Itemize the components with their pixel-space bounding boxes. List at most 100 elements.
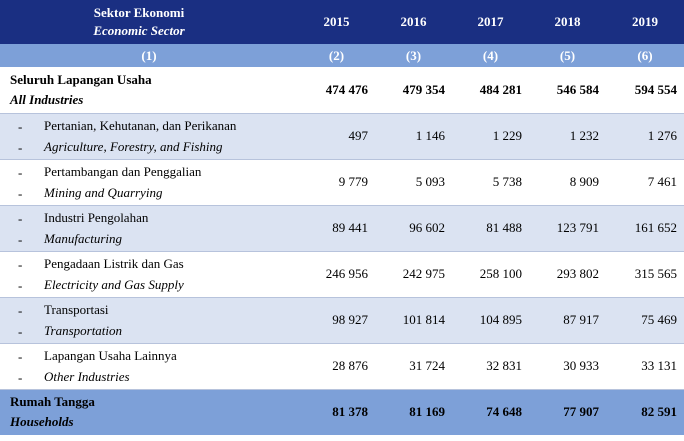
dash-marker: -	[18, 256, 23, 272]
table-cell: 246 956	[325, 266, 368, 281]
row-label-en: Mining and Quarrying	[44, 185, 163, 200]
dash-marker: -	[18, 210, 23, 226]
row-label-en: Transportation	[44, 323, 123, 338]
table-cell: 81 169	[409, 404, 445, 420]
sector-column-header: Sektor Ekonomi Economic Sector	[0, 0, 298, 44]
table-cell: 77 907	[563, 404, 599, 420]
table-cell: 161 652	[634, 220, 677, 235]
table-row-other-industries: - - Lapangan Usaha Lainnya Other Industr…	[0, 343, 684, 389]
sector-header-en: Economic Sector	[93, 23, 185, 38]
table-cell: 1 232	[569, 128, 599, 143]
column-number: (5)	[559, 47, 576, 63]
row-label: - - Pertanian, Kehutanan, dan Perikanan …	[0, 113, 298, 159]
table-row-manufacturing: - - Industri Pengolahan Manufacturing 89…	[0, 205, 684, 251]
dash-marker: -	[18, 118, 23, 134]
row-label: Rumah Tangga Households	[0, 389, 298, 435]
table-cell: 479 354	[402, 81, 445, 97]
column-number: (3)	[405, 47, 422, 63]
table-row-transportation: - - Transportasi Transportation 98 927 1…	[0, 297, 684, 343]
table-cell: 242 975	[402, 266, 445, 281]
table-cell: 82 591	[641, 404, 677, 420]
row-label-id: Seluruh Lapangan Usaha	[10, 71, 152, 87]
table-row-electricity: - - Pengadaan Listrik dan Gas Electricit…	[0, 251, 684, 297]
table-row-agriculture: - - Pertanian, Kehutanan, dan Perikanan …	[0, 113, 684, 159]
table-cell: 96 602	[409, 220, 445, 235]
column-number: (4)	[482, 47, 499, 63]
row-label-en: All Industries	[10, 91, 84, 107]
row-label: - - Transportasi Transportation	[0, 297, 298, 343]
table-cell: 33 131	[641, 358, 677, 373]
dash-marker: -	[18, 277, 23, 293]
table-cell: 101 814	[402, 312, 445, 327]
column-number-row: (1) (2) (3) (4) (5) (6)	[0, 44, 684, 67]
table-cell: 98 927	[332, 312, 368, 327]
column-number: (1)	[141, 47, 157, 63]
table-cell: 5 093	[415, 174, 445, 189]
row-label-en: Agriculture, Forestry, and Fishing	[44, 139, 223, 154]
table-cell: 258 100	[479, 266, 522, 281]
table-cell: 123 791	[556, 220, 599, 235]
table-row-households: Rumah Tangga Households 81 378 81 169 74…	[0, 389, 684, 435]
row-label-id: Transportasi	[44, 302, 109, 317]
table-cell: 1 229	[492, 128, 522, 143]
table-cell: 31 724	[409, 358, 445, 373]
table-cell: 74 648	[486, 404, 522, 420]
row-label-id: Lapangan Usaha Lainnya	[44, 348, 177, 363]
table-cell: 28 876	[332, 358, 368, 373]
table-cell: 315 565	[634, 266, 677, 281]
column-number: (2)	[328, 47, 345, 63]
table-cell: 484 281	[479, 81, 522, 97]
table-cell: 8 909	[569, 174, 599, 189]
dash-marker: -	[18, 231, 23, 247]
dash-marker: -	[18, 323, 23, 339]
table-cell: 89 441	[332, 220, 368, 235]
table-cell: 497	[348, 128, 369, 143]
dash-marker: -	[18, 164, 23, 180]
table-row-all-industries: Seluruh Lapangan Usaha All Industries 47…	[0, 67, 684, 113]
year-header: 2019	[632, 14, 658, 29]
row-label-en: Manufacturing	[44, 231, 122, 246]
dash-marker: -	[18, 348, 23, 364]
table-cell: 1 146	[415, 128, 445, 143]
table-cell: 81 488	[486, 220, 522, 235]
table-row-mining: - - Pertambangan dan Penggalian Mining a…	[0, 159, 684, 205]
row-label: - - Industri Pengolahan Manufacturing	[0, 205, 298, 251]
table-cell: 81 378	[332, 404, 368, 420]
year-header: 2017	[477, 14, 504, 29]
row-label-id: Pengadaan Listrik dan Gas	[44, 256, 184, 271]
table-cell: 594 554	[634, 81, 677, 97]
dash-marker: -	[18, 185, 23, 201]
row-label: - - Pengadaan Listrik dan Gas Electricit…	[0, 251, 298, 297]
year-header: 2018	[554, 14, 581, 29]
sector-header-id: Sektor Ekonomi	[93, 5, 185, 20]
table-cell: 87 917	[563, 312, 599, 327]
row-label-id: Rumah Tangga	[10, 394, 95, 410]
table-cell: 293 802	[556, 266, 599, 281]
row-label-en: Electricity and Gas Supply	[44, 277, 184, 292]
table-cell: 32 831	[486, 358, 522, 373]
dash-marker: -	[18, 139, 23, 155]
row-label-id: Industri Pengolahan	[44, 210, 149, 225]
row-label: Seluruh Lapangan Usaha All Industries	[0, 67, 298, 113]
row-label: - - Lapangan Usaha Lainnya Other Industr…	[0, 343, 298, 389]
row-label-en: Households	[10, 414, 74, 430]
table-cell: 546 584	[556, 81, 599, 97]
dash-marker: -	[18, 369, 23, 385]
year-header: 2016	[400, 14, 427, 29]
table-cell: 104 895	[479, 312, 522, 327]
row-label-id: Pertanian, Kehutanan, dan Perikanan	[44, 118, 237, 133]
row-label-id: Pertambangan dan Penggalian	[44, 164, 202, 179]
row-label-en: Other Industries	[44, 369, 130, 384]
column-number: (6)	[637, 47, 653, 63]
table-cell: 5 738	[492, 174, 522, 189]
dash-marker: -	[18, 302, 23, 318]
table-cell: 474 476	[325, 81, 368, 97]
table-cell: 75 469	[641, 312, 677, 327]
table-header-row: Sektor Ekonomi Economic Sector 2015 2016…	[0, 0, 684, 44]
table-cell: 1 276	[647, 128, 677, 143]
table-cell: 7 461	[647, 174, 677, 189]
row-label: - - Pertambangan dan Penggalian Mining a…	[0, 159, 298, 205]
year-header: 2015	[323, 14, 350, 29]
table-cell: 30 933	[563, 358, 599, 373]
